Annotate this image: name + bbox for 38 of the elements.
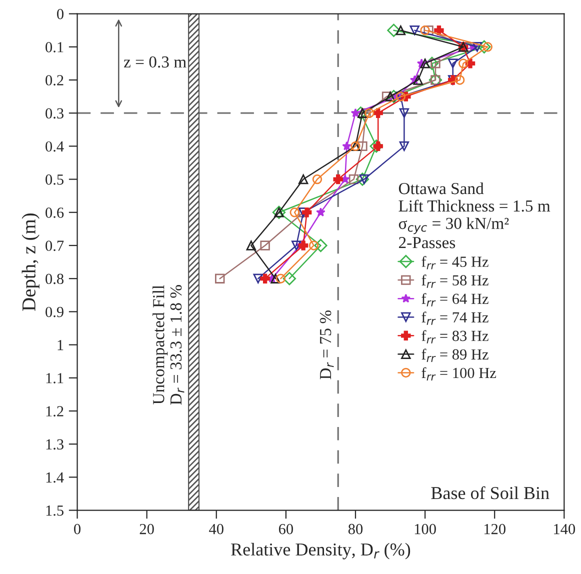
legend-title: Ottawa Sand Lift Thickness = 1.5 m σ$_{cyc}$ = 30 kN/m² 2-Passes — [398, 182, 550, 248]
legend-label: f$_{rr}$ = 83 Hz — [422, 330, 488, 344]
y-tick-label: 0.6 — [46, 208, 64, 218]
x-tick-label: 120 — [484, 524, 506, 534]
x-tick-label: 20 — [140, 524, 154, 534]
y-tick-label: 1.5 — [46, 506, 64, 516]
x-tick-label: 140 — [554, 524, 576, 534]
y-tick-label: 0.1 — [46, 42, 64, 52]
y-tick-label: 1.2 — [46, 406, 64, 416]
x-tick-label: 40 — [209, 524, 224, 534]
annotation: z = 0.3 m — [124, 56, 186, 68]
x-axis-title: Relative Density, D$_{r}$ (%) — [231, 542, 410, 560]
y-tick-label: 1 — [58, 340, 64, 350]
band-label: Uncompacted Fill D$_{r}$ = 33.3 ± 1.8 % — [152, 285, 184, 405]
annotation: Base of Soil Bin — [431, 486, 550, 500]
legend-label: f$_{rr}$ = 100 Hz — [422, 367, 496, 380]
y-tick-label: 0.8 — [46, 274, 64, 284]
y-tick-label: 0.2 — [46, 75, 64, 86]
legend-label: f$_{rr}$ = 74 Hz — [422, 312, 488, 325]
y-tick-label: 0.3 — [46, 108, 64, 119]
x-tick-label: 100 — [414, 524, 436, 534]
y-axis-title: Depth, z (m) — [22, 213, 40, 311]
legend-label: f$_{rr}$ = 45 Hz — [422, 256, 488, 270]
y-tick-label: 0.4 — [46, 141, 64, 152]
y-tick-label: 0.7 — [46, 240, 64, 251]
legend-label: f$_{rr}$ = 58 Hz — [422, 274, 488, 288]
legend-label: f$_{rr}$ = 89 Hz — [422, 348, 488, 362]
y-tick-label: 0.5 — [46, 174, 64, 185]
y-tick-label: 0 — [57, 8, 64, 20]
y-tick-label: 1.4 — [46, 472, 64, 483]
y-tick-label: 0.9 — [46, 306, 64, 318]
x-tick-label: 80 — [348, 524, 363, 534]
y-tick-label: 1.1 — [46, 373, 64, 384]
x-tick-label: 0 — [74, 524, 81, 534]
ref-line-label: D$_{r}$ = 75 % — [320, 310, 334, 380]
y-tick-label: 1.3 — [46, 439, 64, 450]
legend-label: f$_{rr}$ = 64 Hz — [422, 293, 488, 306]
x-tick-label: 60 — [278, 524, 293, 534]
